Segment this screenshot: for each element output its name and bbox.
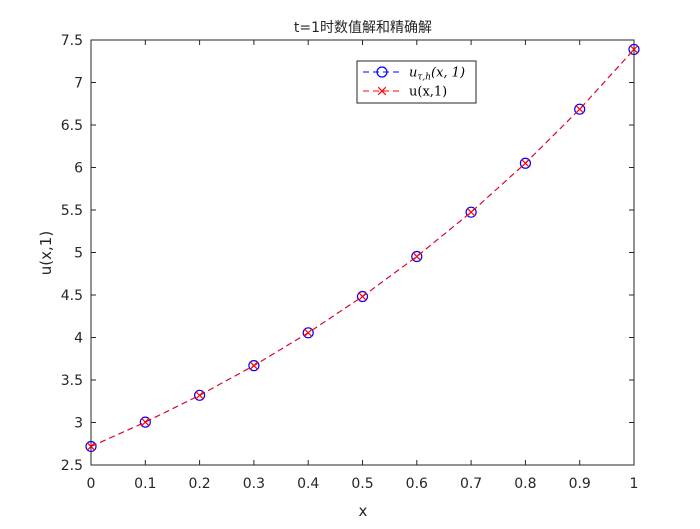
series-1-marker: [302, 327, 314, 339]
legend-marker-2: [377, 86, 387, 96]
series-1-marker: [139, 416, 151, 428]
chart-title: t=1时数值解和精确解: [294, 20, 432, 36]
series-2-marker: [412, 252, 422, 261]
x-tick-label: 0.5: [351, 476, 373, 492]
y-axis-label: u(x,1): [37, 231, 55, 275]
series-2-marker: [141, 417, 150, 427]
x-axis-label: x: [359, 502, 368, 520]
y-tick-label: 4: [74, 331, 83, 347]
legend-label-2: u(x,1): [409, 85, 447, 100]
x-tick-label: 0.7: [460, 476, 482, 492]
series-2-marker: [249, 361, 259, 370]
series-2-marker: [466, 207, 476, 217]
legend-marker-1: [376, 66, 388, 78]
x-tick-label: 0.2: [188, 476, 210, 492]
y-tick-label: 5.5: [61, 203, 83, 219]
plot-area: 0 0.1 0.2 0.3 0.4 0.5 0.6 0.7 0.8 0.9 1 2.5 3 3.5 4 4.5…: [61, 33, 640, 492]
y-tick-label: 3: [74, 416, 83, 432]
x-tick-label: 1: [630, 476, 639, 492]
x-tick-label: 0.4: [297, 476, 319, 492]
series-1-marker: [356, 290, 369, 303]
series-1-marker: [411, 250, 423, 263]
series-2-marker: [303, 328, 313, 338]
series-2-marker: [86, 442, 96, 451]
series-1-marker: [628, 43, 640, 56]
series-2-marker: [521, 159, 530, 168]
y-tick-label: 6.5: [61, 118, 83, 134]
series-2-marker: [358, 292, 367, 301]
y-tick-label: 4.5: [61, 288, 83, 304]
series-1-marker: [85, 440, 97, 453]
y-tick-label: 3.5: [61, 373, 83, 389]
x-tick-label: 0.9: [569, 476, 591, 492]
series-1-marker: [248, 360, 260, 372]
x-tick-label: 0.3: [243, 476, 265, 492]
y-tick-label: 7.5: [61, 33, 83, 49]
x-tick-label: 0.1: [134, 476, 156, 492]
y-tick-label: 6: [74, 161, 83, 177]
series-1-marker: [574, 103, 586, 115]
series-2-marker: [195, 391, 204, 400]
legend-label-1: uτ,h(x, 1): [409, 66, 465, 83]
y-tick-label: 5: [74, 246, 83, 262]
y-tick-label: 7: [74, 76, 83, 92]
series-2-marker: [629, 45, 639, 54]
x-tick-label: 0.6: [406, 476, 428, 492]
x-tick-label: 0: [87, 476, 96, 492]
x-tick-label: 0.8: [514, 476, 536, 492]
series-2-marker: [575, 104, 584, 114]
series-1-marker: [194, 389, 206, 401]
series-1-marker: [519, 157, 532, 169]
series-1-marker: [465, 206, 477, 218]
y-tick-label: 2.5: [61, 458, 83, 474]
legend-box: [356, 60, 477, 104]
